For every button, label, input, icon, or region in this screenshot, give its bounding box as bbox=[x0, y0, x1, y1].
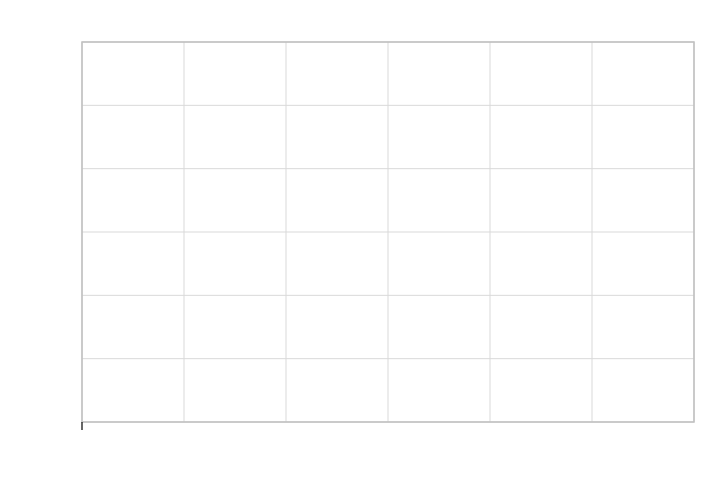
svg-rect-0 bbox=[0, 0, 717, 500]
